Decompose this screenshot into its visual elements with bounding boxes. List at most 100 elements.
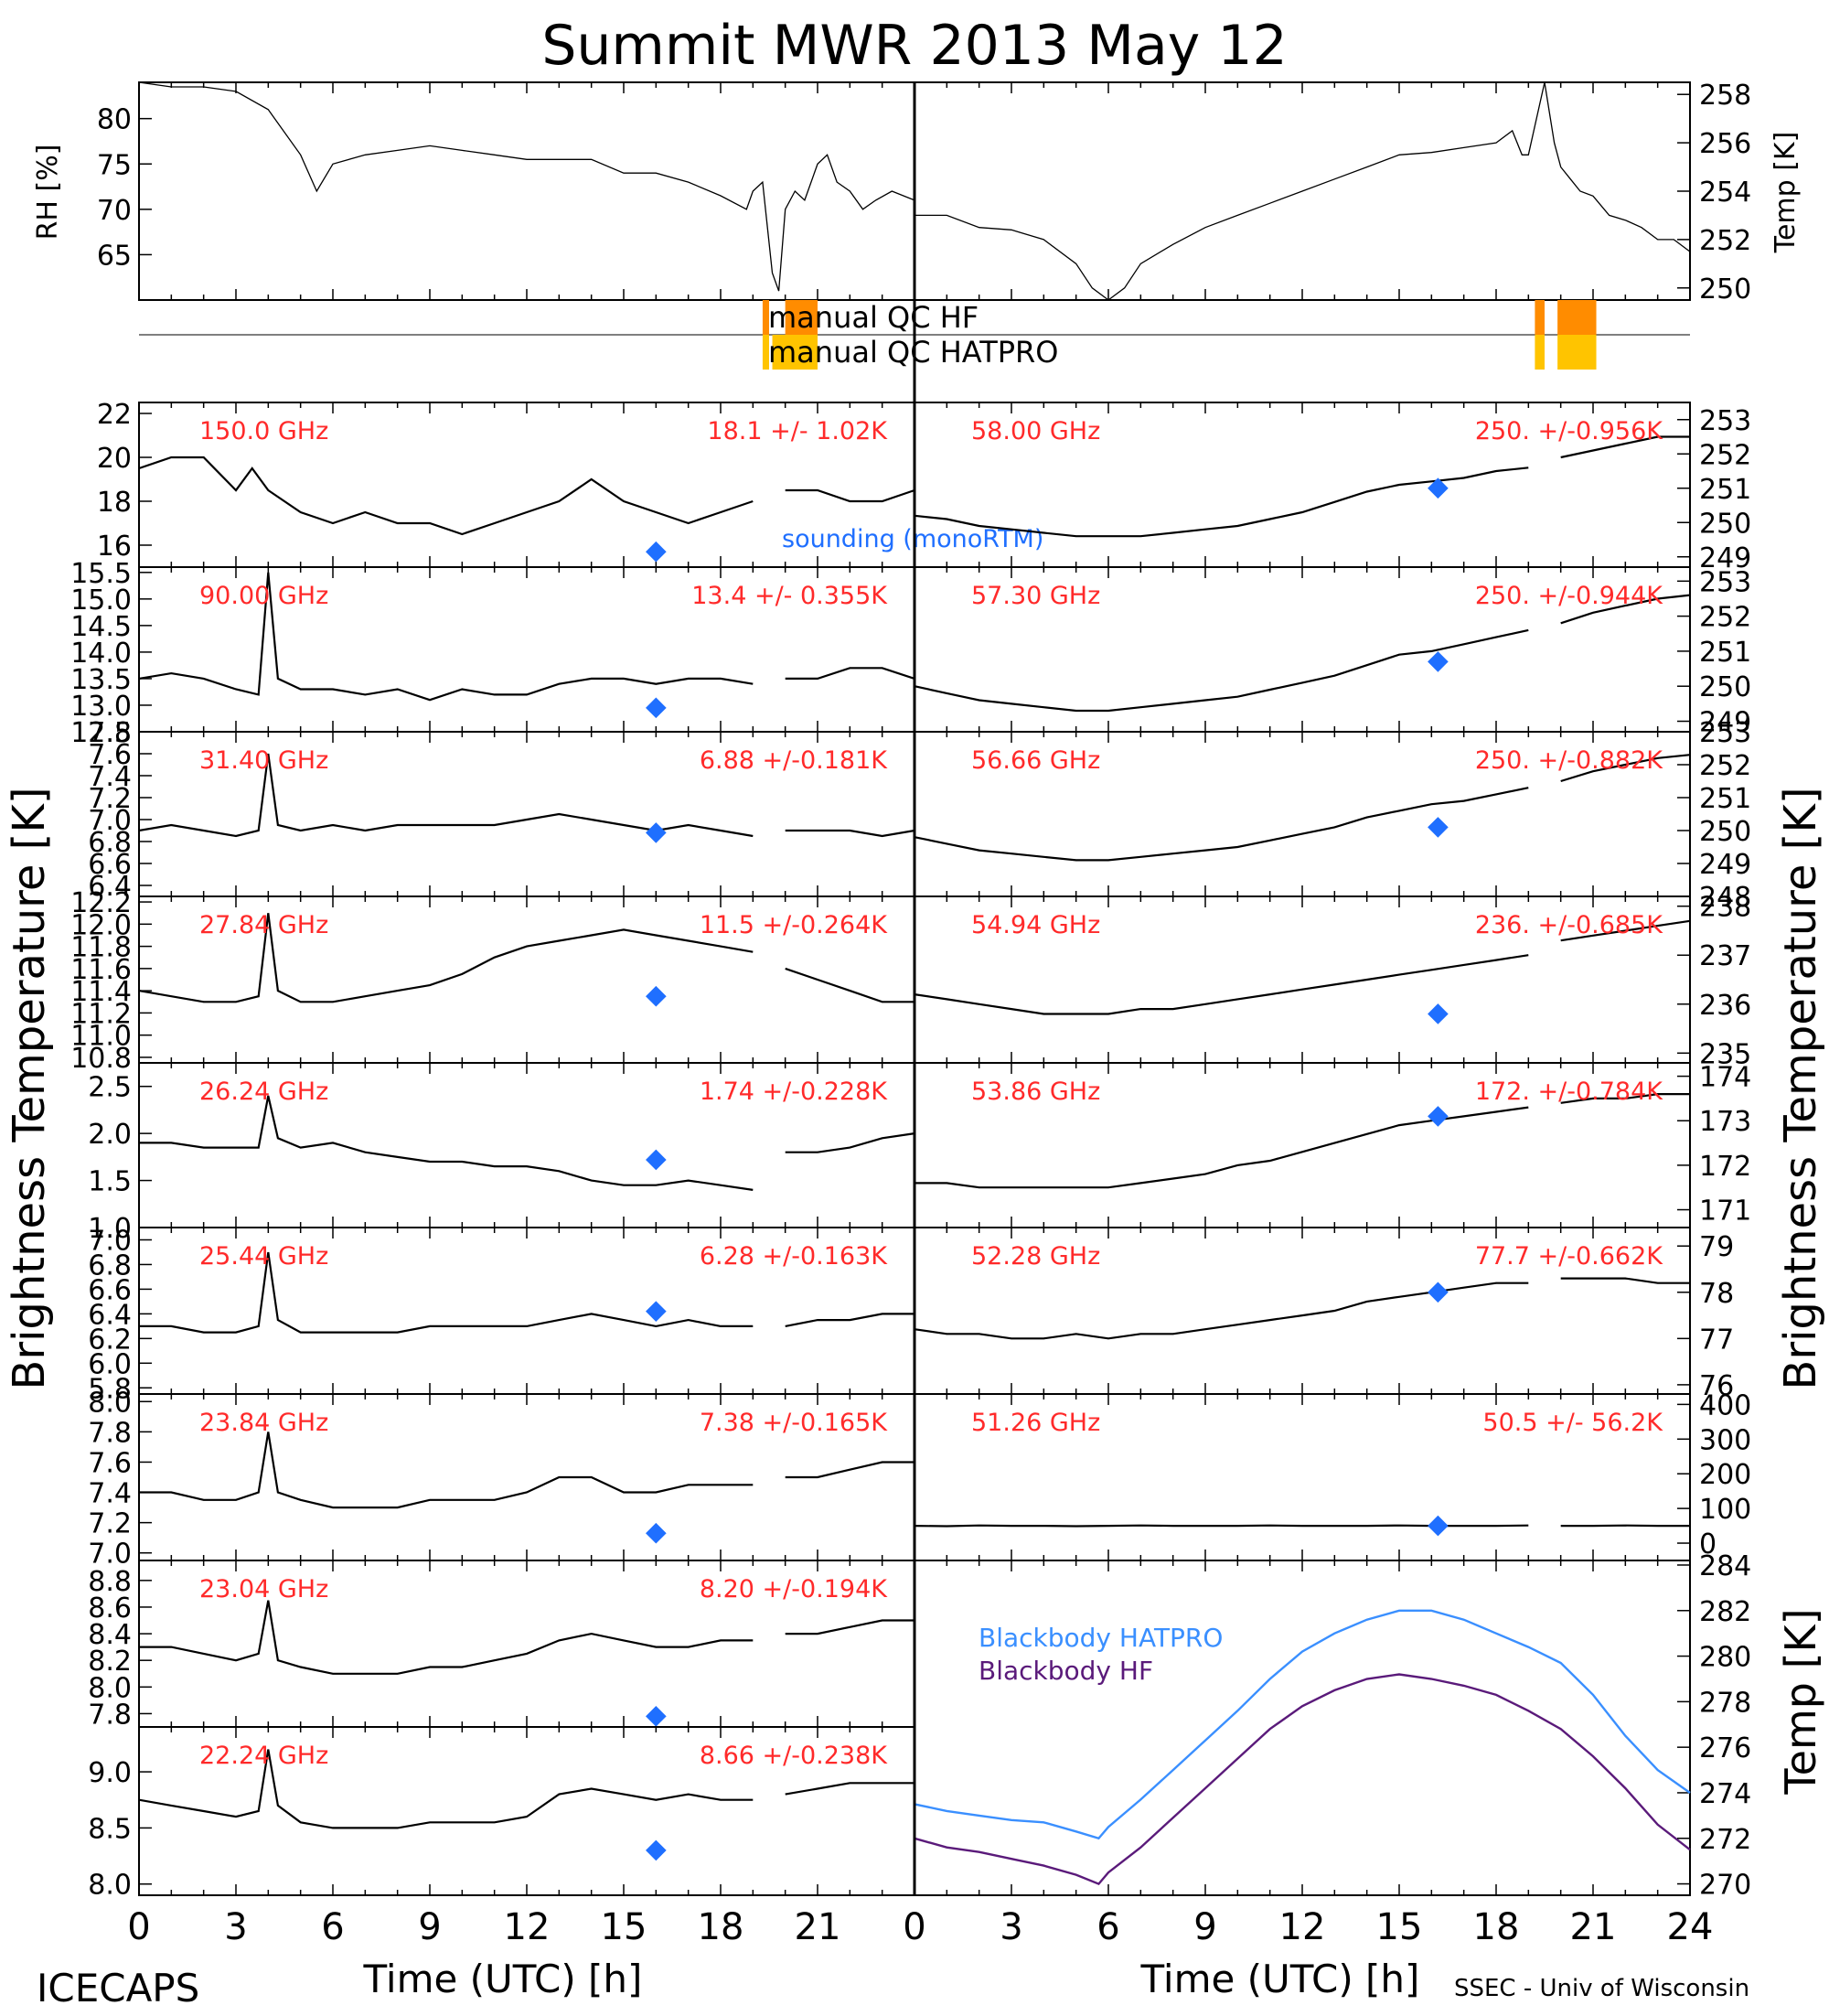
right-y-tick-label-met-3: 256: [1699, 128, 1751, 160]
left-y-tick-label-5-4: 6.6: [88, 1274, 132, 1306]
right-stat-label-1: 250. +/-0.944K: [1475, 582, 1663, 610]
left-sounding-marker-2: [646, 822, 667, 843]
right-x-tick-label-8: 24: [1667, 1906, 1714, 1948]
right-x-tick-label-2: 6: [1096, 1906, 1119, 1948]
left-y-tick-label-met-2: 75: [97, 149, 132, 181]
left-freq-label-1: 90.00 GHz: [199, 582, 328, 610]
left-y-tick-label-3-0: 10.8: [70, 1043, 132, 1075]
left-y-tick-label-1-6: 15.5: [70, 558, 132, 590]
left-y-tick-label-6-5: 8.0: [88, 1387, 132, 1419]
left-sounding-marker-5: [646, 1301, 667, 1322]
right-y-tick-label-6-4: 400: [1699, 1389, 1751, 1421]
footer-left: ICECAPS: [37, 1966, 199, 2011]
left-freq-label-2: 31.40 GHz: [199, 746, 328, 775]
left-stat-label-7: 8.20 +/-0.194K: [700, 1575, 888, 1603]
left-y-tick-label-8-0: 8.0: [88, 1870, 132, 1902]
left-y-tick-label-1-2: 13.5: [70, 664, 132, 696]
right-sounding-marker-5: [1428, 1281, 1449, 1303]
right-y-tick-label-0-2: 251: [1699, 474, 1751, 506]
left-series-4: [139, 1095, 915, 1191]
left-y-tick-label-2-6: 7.6: [88, 739, 132, 771]
right-y-tick-label-6-1: 100: [1699, 1494, 1751, 1526]
qc-hf-bar-3: [1557, 300, 1597, 335]
left-x-tick-label-7: 21: [795, 1906, 841, 1948]
right-y-tick-label-4-3: 174: [1699, 1062, 1751, 1094]
right-met-series: [914, 81, 1691, 301]
left-y-tick-label-1-0: 12.5: [70, 717, 132, 749]
left-series-3: [138, 913, 914, 1003]
left-series-5: [139, 1251, 914, 1334]
left-y-tick-label-6-0: 7.0: [88, 1539, 132, 1571]
right-y-tick-label-5-0: 76: [1699, 1370, 1734, 1402]
right-y-tick-label-3-2: 237: [1699, 940, 1751, 972]
qc-hatpro-bar-1: [772, 335, 818, 370]
right-y-tick-label-6-3: 300: [1699, 1424, 1751, 1456]
right-y-tick-label-3-0: 235: [1699, 1038, 1751, 1070]
left-y-tick-label-1-5: 15.0: [70, 584, 132, 617]
left-y-tick-label-1-3: 14.0: [70, 638, 132, 670]
left-y-tick-label-5-2: 6.2: [88, 1324, 132, 1356]
left-sounding-marker-6: [646, 1522, 667, 1544]
left-sounding-marker-3: [646, 985, 667, 1007]
left-freq-label-8: 22.24 GHz: [199, 1742, 328, 1770]
right-series-4: [914, 1093, 1690, 1189]
right-y-tick-label-7-4: 278: [1699, 1687, 1751, 1719]
left-y-tick-label-5-0: 5.8: [88, 1373, 132, 1405]
right-sounding-marker-6: [1428, 1515, 1449, 1537]
right-y-tick-label-met-4: 258: [1699, 80, 1751, 112]
right-series-3: [914, 919, 1691, 1015]
right-y-tick-label-met-1: 252: [1699, 225, 1751, 257]
right-y-tick-label-5-1: 77: [1699, 1324, 1734, 1356]
left-series-6: [139, 1432, 914, 1509]
left-y-tick-label-3-4: 11.6: [70, 954, 132, 986]
right-sounding-marker-1: [1428, 651, 1449, 672]
right-stat-label-0: 250. +/-0.956K: [1475, 417, 1663, 445]
left-y-tick-label-4-1: 1.5: [88, 1166, 132, 1198]
left-series-7: [139, 1600, 914, 1675]
left-y-tick-label-3-7: 12.2: [70, 887, 132, 919]
left-sounding-marker-8: [646, 1839, 667, 1861]
left-x-tick-label-5: 15: [601, 1906, 647, 1948]
left-y-tick-label-4-3: 2.5: [88, 1072, 132, 1104]
right-y-tick-label-4-0: 171: [1699, 1196, 1751, 1228]
right-sounding-marker-0: [1428, 477, 1449, 499]
blackbody-hf-label: Blackbody HF: [979, 1656, 1153, 1686]
left-y-tick-label-7-4: 8.6: [88, 1592, 132, 1625]
left-y-tick-label-0-1: 18: [97, 487, 132, 519]
left-y-tick-label-2-2: 6.8: [88, 827, 132, 859]
right-y-tick-label-2-0: 248: [1699, 882, 1751, 914]
right-series-6: [914, 1524, 1690, 1528]
left-y-tick-label-7-5: 8.8: [88, 1566, 132, 1598]
left-y-tick-label-6-1: 7.2: [88, 1508, 132, 1540]
right-y-tick-label-3-1: 236: [1699, 990, 1751, 1022]
right-series-2: [914, 754, 1691, 862]
left-y-tick-label-1-1: 13.0: [70, 691, 132, 723]
right-x-tick-label-4: 12: [1279, 1906, 1326, 1948]
right-freq-label-3: 54.94 GHz: [971, 911, 1100, 939]
left-y-tick-label-0-0: 16: [97, 531, 132, 563]
left-y-tick-label-2-0: 6.4: [88, 871, 132, 903]
left-freq-label-5: 25.44 GHz: [199, 1242, 328, 1271]
right-y-tick-label-0-1: 250: [1699, 508, 1751, 540]
right-stat-label-2: 250. +/-0.882K: [1475, 746, 1663, 775]
left-y-tick-label-0-3: 22: [97, 399, 132, 431]
left-stat-label-2: 6.88 +/-0.181K: [700, 746, 888, 775]
left-y-tick-label-3-2: 11.2: [70, 998, 132, 1030]
right-series-5: [914, 1277, 1690, 1340]
right-y-tick-label-7-7: 284: [1699, 1550, 1751, 1582]
right-y-tick-label-7-2: 274: [1699, 1778, 1751, 1810]
left-stat-label-4: 1.74 +/-0.228K: [700, 1078, 888, 1106]
right-y-tick-label-1-0: 249: [1699, 707, 1751, 739]
left-y-tick-label-5-1: 6.0: [88, 1348, 132, 1380]
left-y-tick-label-5-6: 7.0: [88, 1225, 132, 1257]
left-y-tick-label-2-1: 6.6: [88, 849, 132, 881]
right-stat-label-6: 50.5 +/- 56.2K: [1482, 1409, 1663, 1437]
right-series-0: [914, 435, 1690, 538]
right-stat-label-5: 77.7 +/-0.662K: [1475, 1242, 1663, 1271]
left-freq-label-7: 23.04 GHz: [199, 1575, 328, 1603]
right-y-tick-label-7-3: 276: [1699, 1732, 1751, 1764]
rh-axis-label: RH [%]: [32, 145, 64, 241]
right-y-tick-label-2-4: 252: [1699, 750, 1751, 782]
blackbody-hatpro-label: Blackbody HATPRO: [979, 1623, 1223, 1653]
left-series-8: [138, 1749, 914, 1829]
